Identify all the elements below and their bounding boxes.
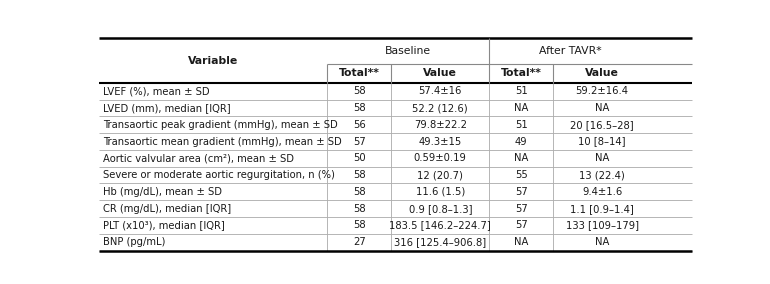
Text: 9.4±1.6: 9.4±1.6 [582, 187, 622, 197]
Text: 0.9 [0.8–1.3]: 0.9 [0.8–1.3] [409, 204, 472, 214]
Text: 133 [109–179]: 133 [109–179] [565, 220, 638, 230]
Text: 57.4±16: 57.4±16 [419, 86, 462, 96]
Text: 27: 27 [353, 237, 366, 247]
Text: NA: NA [595, 237, 609, 247]
Text: 58: 58 [353, 86, 366, 96]
Text: NA: NA [514, 153, 528, 163]
Text: Value: Value [424, 68, 457, 78]
Text: 11.6 (1.5): 11.6 (1.5) [416, 187, 465, 197]
Text: Severe or moderate aortic regurgitation, n (%): Severe or moderate aortic regurgitation,… [103, 170, 335, 180]
Text: LVED (mm), median [IQR]: LVED (mm), median [IQR] [103, 103, 231, 113]
Text: PLT (x10³), median [IQR]: PLT (x10³), median [IQR] [103, 220, 225, 230]
Text: Total**: Total** [339, 68, 380, 78]
Text: Baseline: Baseline [385, 46, 431, 56]
Text: 56: 56 [353, 120, 366, 130]
Text: 12 (20.7): 12 (20.7) [417, 170, 464, 180]
Text: Variable: Variable [188, 56, 239, 66]
Text: 58: 58 [353, 220, 366, 230]
Text: 51: 51 [515, 120, 527, 130]
Text: 57: 57 [515, 187, 527, 197]
Text: Total**: Total** [500, 68, 541, 78]
Text: 52.2 (12.6): 52.2 (12.6) [413, 103, 468, 113]
Text: 58: 58 [353, 204, 366, 214]
Text: NA: NA [514, 103, 528, 113]
Text: 57: 57 [515, 204, 527, 214]
Text: NA: NA [595, 153, 609, 163]
Text: Hb (mg/dL), mean ± SD: Hb (mg/dL), mean ± SD [103, 187, 223, 197]
Text: LVEF (%), mean ± SD: LVEF (%), mean ± SD [103, 86, 210, 96]
Text: BNP (pg/mL): BNP (pg/mL) [103, 237, 166, 247]
Text: NA: NA [595, 103, 609, 113]
Text: 0.59±0.19: 0.59±0.19 [413, 153, 467, 163]
Text: 49.3±15: 49.3±15 [419, 137, 462, 147]
Text: Transaortic peak gradient (mmHg), mean ± SD: Transaortic peak gradient (mmHg), mean ±… [103, 120, 338, 130]
Text: 55: 55 [515, 170, 527, 180]
Text: 51: 51 [515, 86, 527, 96]
Text: 58: 58 [353, 187, 366, 197]
Text: 57: 57 [515, 220, 527, 230]
Text: 316 [125.4–906.8]: 316 [125.4–906.8] [394, 237, 487, 247]
Text: 1.1 [0.9–1.4]: 1.1 [0.9–1.4] [570, 204, 634, 214]
Text: 59.2±16.4: 59.2±16.4 [575, 86, 628, 96]
Text: Value: Value [585, 68, 619, 78]
Text: 49: 49 [515, 137, 527, 147]
Text: 79.8±22.2: 79.8±22.2 [413, 120, 467, 130]
Text: Transaortic mean gradient (mmHg), mean ± SD: Transaortic mean gradient (mmHg), mean ±… [103, 137, 342, 147]
Text: 183.5 [146.2–224.7]: 183.5 [146.2–224.7] [390, 220, 491, 230]
Text: CR (mg/dL), median [IQR]: CR (mg/dL), median [IQR] [103, 204, 232, 214]
Text: 10 [8–14]: 10 [8–14] [578, 137, 626, 147]
Text: Aortic valvular area (cm²), mean ± SD: Aortic valvular area (cm²), mean ± SD [103, 153, 294, 163]
Text: 57: 57 [353, 137, 366, 147]
Text: 13 (22.4): 13 (22.4) [579, 170, 625, 180]
Text: NA: NA [514, 237, 528, 247]
Text: 58: 58 [353, 170, 366, 180]
Text: After TAVR*: After TAVR* [539, 46, 601, 56]
Text: 20 [16.5–28]: 20 [16.5–28] [571, 120, 634, 130]
Text: 58: 58 [353, 103, 366, 113]
Text: 50: 50 [353, 153, 366, 163]
